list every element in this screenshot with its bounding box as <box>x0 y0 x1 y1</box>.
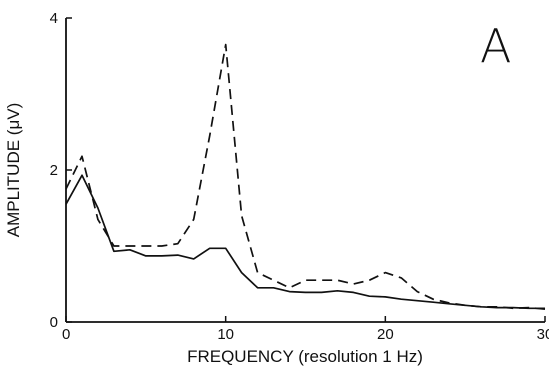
data-series <box>65 43 546 310</box>
y-tick-label: 4 <box>50 10 58 27</box>
y-tick-label: 0 <box>50 314 58 331</box>
axis-ticks: 0 10 20 30 0 2 4 <box>50 10 549 343</box>
y-tick-label: 2 <box>50 162 58 179</box>
series-line-solid <box>65 174 545 310</box>
y-axis-label: AMPLITUDE (μV) <box>4 103 23 237</box>
x-axis-label: FREQUENCY (resolution 1 Hz) <box>187 347 423 366</box>
panel-label: A <box>480 19 511 73</box>
x-tick-label: 0 <box>62 326 70 343</box>
plot-area: 0 10 20 30 0 2 4 <box>50 10 549 343</box>
series-line-dashed <box>65 43 546 310</box>
x-tick-label: 10 <box>217 326 234 343</box>
x-tick-label: 20 <box>377 326 394 343</box>
x-tick-label: 30 <box>537 326 549 343</box>
